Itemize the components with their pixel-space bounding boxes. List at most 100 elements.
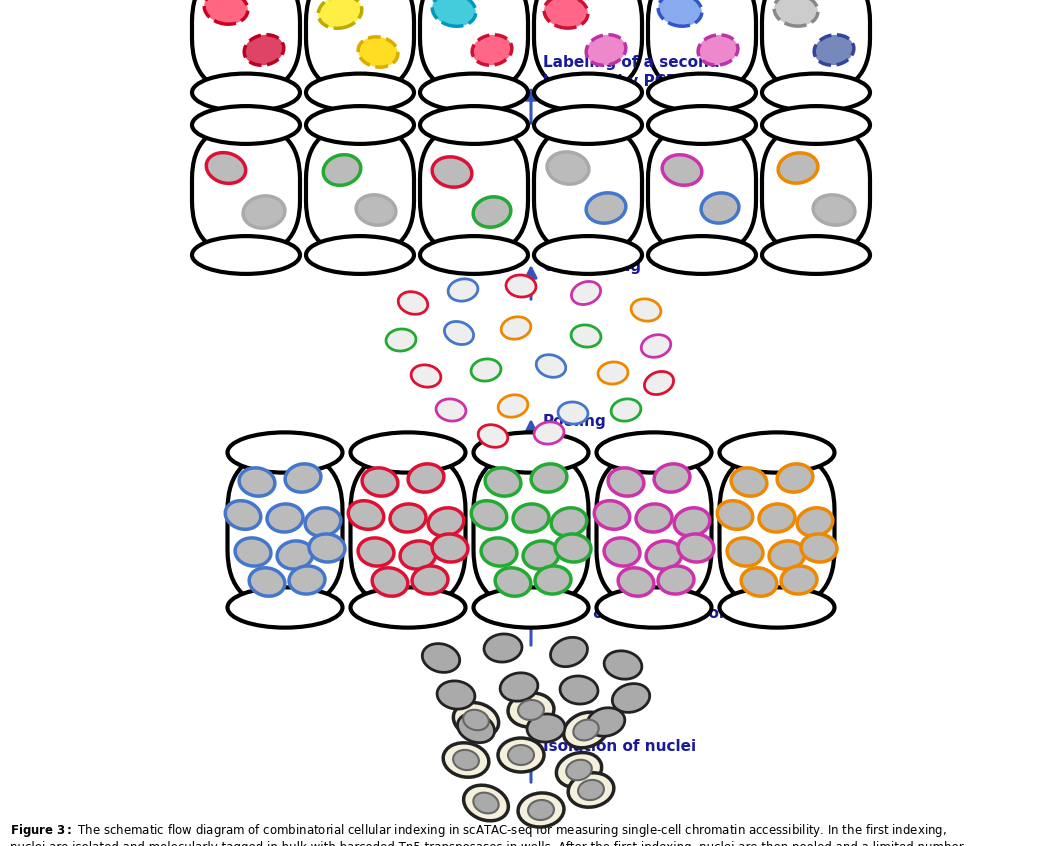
FancyBboxPatch shape bbox=[351, 453, 466, 607]
Ellipse shape bbox=[420, 106, 528, 144]
Ellipse shape bbox=[399, 292, 427, 315]
Ellipse shape bbox=[563, 712, 608, 748]
Ellipse shape bbox=[225, 501, 260, 530]
Ellipse shape bbox=[358, 37, 398, 67]
Ellipse shape bbox=[471, 501, 507, 530]
Ellipse shape bbox=[658, 566, 694, 594]
Ellipse shape bbox=[472, 35, 512, 65]
Ellipse shape bbox=[484, 634, 522, 662]
Ellipse shape bbox=[596, 587, 711, 628]
Ellipse shape bbox=[501, 316, 530, 339]
Ellipse shape bbox=[556, 753, 602, 788]
Ellipse shape bbox=[568, 772, 613, 807]
Ellipse shape bbox=[432, 534, 468, 562]
Ellipse shape bbox=[555, 534, 591, 562]
FancyBboxPatch shape bbox=[762, 125, 870, 255]
Ellipse shape bbox=[249, 568, 285, 596]
Ellipse shape bbox=[463, 710, 489, 730]
Ellipse shape bbox=[534, 422, 564, 444]
Ellipse shape bbox=[560, 676, 598, 704]
Ellipse shape bbox=[774, 0, 817, 26]
Ellipse shape bbox=[641, 335, 671, 357]
Ellipse shape bbox=[478, 425, 508, 448]
Ellipse shape bbox=[644, 371, 674, 394]
Ellipse shape bbox=[453, 750, 479, 770]
Ellipse shape bbox=[412, 566, 448, 594]
FancyBboxPatch shape bbox=[648, 125, 756, 255]
Ellipse shape bbox=[532, 464, 567, 492]
Ellipse shape bbox=[551, 508, 587, 536]
Ellipse shape bbox=[471, 359, 501, 381]
Ellipse shape bbox=[506, 275, 536, 297]
Ellipse shape bbox=[674, 508, 710, 536]
Ellipse shape bbox=[508, 745, 534, 765]
Ellipse shape bbox=[227, 587, 342, 628]
Ellipse shape bbox=[608, 468, 644, 496]
Ellipse shape bbox=[702, 193, 739, 223]
Ellipse shape bbox=[534, 106, 642, 144]
Ellipse shape bbox=[323, 155, 360, 185]
Ellipse shape bbox=[433, 157, 472, 187]
Ellipse shape bbox=[305, 508, 341, 536]
Ellipse shape bbox=[813, 195, 855, 225]
Ellipse shape bbox=[453, 702, 499, 738]
FancyBboxPatch shape bbox=[306, 125, 414, 255]
Ellipse shape bbox=[482, 538, 517, 566]
Ellipse shape bbox=[571, 325, 601, 347]
Ellipse shape bbox=[500, 673, 538, 701]
Ellipse shape bbox=[518, 793, 564, 827]
Ellipse shape bbox=[499, 395, 528, 417]
FancyBboxPatch shape bbox=[762, 0, 870, 92]
Ellipse shape bbox=[604, 538, 640, 566]
Ellipse shape bbox=[636, 504, 672, 532]
Ellipse shape bbox=[662, 155, 702, 185]
FancyBboxPatch shape bbox=[420, 0, 528, 92]
Ellipse shape bbox=[473, 197, 511, 228]
Ellipse shape bbox=[420, 74, 528, 112]
FancyBboxPatch shape bbox=[648, 0, 756, 92]
Ellipse shape bbox=[495, 568, 530, 596]
Ellipse shape bbox=[227, 432, 342, 473]
Ellipse shape bbox=[523, 541, 559, 569]
Ellipse shape bbox=[485, 468, 521, 496]
Ellipse shape bbox=[285, 464, 321, 492]
Text: +Tn5 & Tagmentation: +Tn5 & Tagmentation bbox=[543, 606, 730, 620]
Ellipse shape bbox=[631, 299, 661, 321]
Ellipse shape bbox=[428, 508, 463, 536]
Ellipse shape bbox=[762, 106, 870, 144]
FancyBboxPatch shape bbox=[534, 0, 642, 92]
Ellipse shape bbox=[408, 464, 444, 492]
Ellipse shape bbox=[444, 321, 474, 344]
Ellipse shape bbox=[718, 501, 753, 530]
Ellipse shape bbox=[443, 743, 489, 777]
Text: Cell sorting: Cell sorting bbox=[543, 259, 641, 273]
Ellipse shape bbox=[678, 534, 714, 562]
Ellipse shape bbox=[306, 106, 414, 144]
Ellipse shape bbox=[578, 780, 604, 800]
Ellipse shape bbox=[508, 693, 554, 727]
Ellipse shape bbox=[586, 35, 626, 65]
FancyBboxPatch shape bbox=[227, 453, 342, 607]
Ellipse shape bbox=[759, 504, 795, 532]
Ellipse shape bbox=[619, 568, 654, 596]
Ellipse shape bbox=[648, 236, 756, 274]
Ellipse shape bbox=[372, 568, 408, 596]
Ellipse shape bbox=[781, 566, 817, 594]
Ellipse shape bbox=[351, 432, 466, 473]
Ellipse shape bbox=[586, 193, 626, 223]
Ellipse shape bbox=[573, 720, 598, 740]
Ellipse shape bbox=[698, 35, 738, 65]
Ellipse shape bbox=[192, 236, 300, 274]
Ellipse shape bbox=[558, 402, 588, 424]
Ellipse shape bbox=[544, 0, 588, 28]
Ellipse shape bbox=[436, 399, 466, 421]
Ellipse shape bbox=[351, 587, 466, 628]
Ellipse shape bbox=[731, 468, 766, 496]
Ellipse shape bbox=[422, 644, 459, 673]
Ellipse shape bbox=[318, 0, 361, 28]
Ellipse shape bbox=[289, 566, 325, 594]
Ellipse shape bbox=[762, 74, 870, 112]
Ellipse shape bbox=[551, 637, 588, 667]
Ellipse shape bbox=[547, 152, 589, 184]
Ellipse shape bbox=[648, 74, 756, 112]
